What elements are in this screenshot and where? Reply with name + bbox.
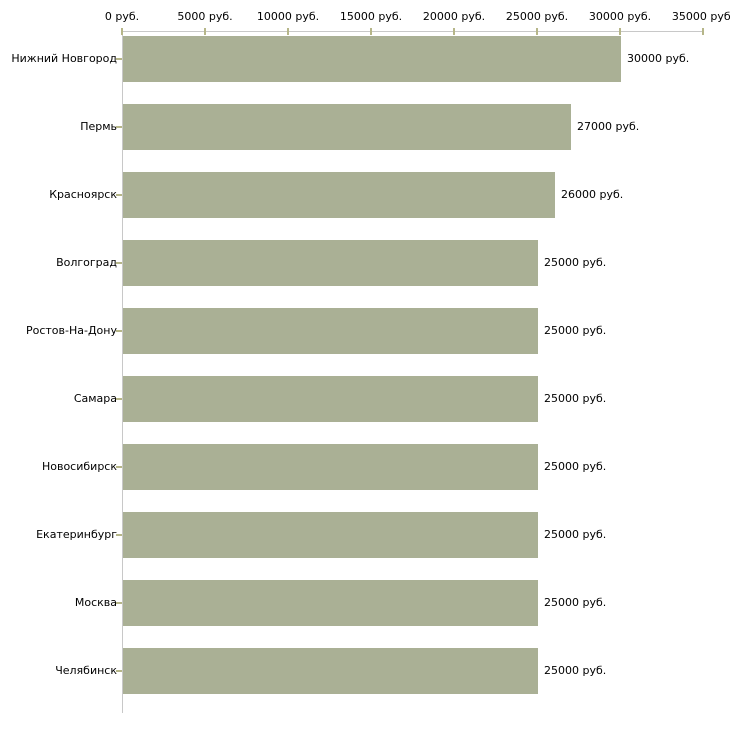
x-axis-tick-mark bbox=[619, 28, 621, 35]
value-label: 30000 руб. bbox=[627, 52, 690, 65]
category-label: Москва bbox=[74, 596, 117, 609]
y-axis-tick-mark bbox=[116, 262, 122, 264]
category-label: Новосибирск bbox=[41, 460, 117, 473]
x-axis-tick-label: 10000 руб. bbox=[256, 10, 320, 23]
value-label: 25000 руб. bbox=[544, 528, 607, 541]
bar bbox=[123, 648, 538, 694]
category-label: Челябинск bbox=[55, 664, 117, 677]
value-label: 25000 руб. bbox=[544, 596, 607, 609]
category-label: Нижний Новгород bbox=[11, 52, 117, 65]
category-label: Самара bbox=[73, 392, 117, 405]
value-label: 25000 руб. bbox=[544, 392, 607, 405]
category-label: Ростов-На-Дону bbox=[25, 324, 117, 337]
category-label: Красноярск bbox=[49, 188, 117, 201]
value-label: 25000 руб. bbox=[544, 460, 607, 473]
bar bbox=[123, 376, 538, 422]
y-axis-tick-mark bbox=[116, 670, 122, 672]
bar bbox=[123, 580, 538, 626]
x-axis-tick-label: 15000 руб. bbox=[339, 10, 403, 23]
x-axis-tick-mark bbox=[702, 28, 704, 35]
x-axis-line bbox=[122, 31, 704, 32]
category-label: Пермь bbox=[80, 120, 117, 133]
x-axis-tick-mark bbox=[204, 28, 206, 35]
bar bbox=[123, 36, 621, 82]
value-label: 25000 руб. bbox=[544, 324, 607, 337]
bar bbox=[123, 240, 538, 286]
y-axis-tick-mark bbox=[116, 534, 122, 536]
y-axis-tick-mark bbox=[116, 194, 122, 196]
bar bbox=[123, 172, 555, 218]
x-axis-tick-mark bbox=[536, 28, 538, 35]
bar bbox=[123, 104, 571, 150]
value-label: 25000 руб. bbox=[544, 256, 607, 269]
y-axis-tick-mark bbox=[116, 466, 122, 468]
x-axis-tick-mark bbox=[287, 28, 289, 35]
y-axis-tick-mark bbox=[116, 398, 122, 400]
bar bbox=[123, 512, 538, 558]
y-axis-tick-mark bbox=[116, 58, 122, 60]
y-axis-tick-mark bbox=[116, 602, 122, 604]
x-axis-tick-label: 30000 руб. bbox=[588, 10, 652, 23]
y-axis-tick-mark bbox=[116, 126, 122, 128]
x-axis-tick-mark bbox=[453, 28, 455, 35]
bar bbox=[123, 308, 538, 354]
value-label: 27000 руб. bbox=[577, 120, 640, 133]
x-axis-tick-label: 0 руб. bbox=[104, 10, 140, 23]
x-axis-tick-label: 35000 руб. bbox=[671, 10, 730, 23]
category-label: Волгоград bbox=[56, 256, 117, 269]
y-axis-line bbox=[122, 31, 123, 713]
category-label: Екатеринбург bbox=[36, 528, 117, 541]
bar bbox=[123, 444, 538, 490]
x-axis-tick-label: 20000 руб. bbox=[422, 10, 486, 23]
x-axis-tick-label: 5000 руб. bbox=[177, 10, 233, 23]
x-axis-tick-mark bbox=[121, 28, 123, 35]
x-axis-tick-label: 25000 руб. bbox=[505, 10, 569, 23]
value-label: 26000 руб. bbox=[561, 188, 624, 201]
value-label: 25000 руб. bbox=[544, 664, 607, 677]
x-axis-tick-mark bbox=[370, 28, 372, 35]
y-axis-tick-mark bbox=[116, 330, 122, 332]
